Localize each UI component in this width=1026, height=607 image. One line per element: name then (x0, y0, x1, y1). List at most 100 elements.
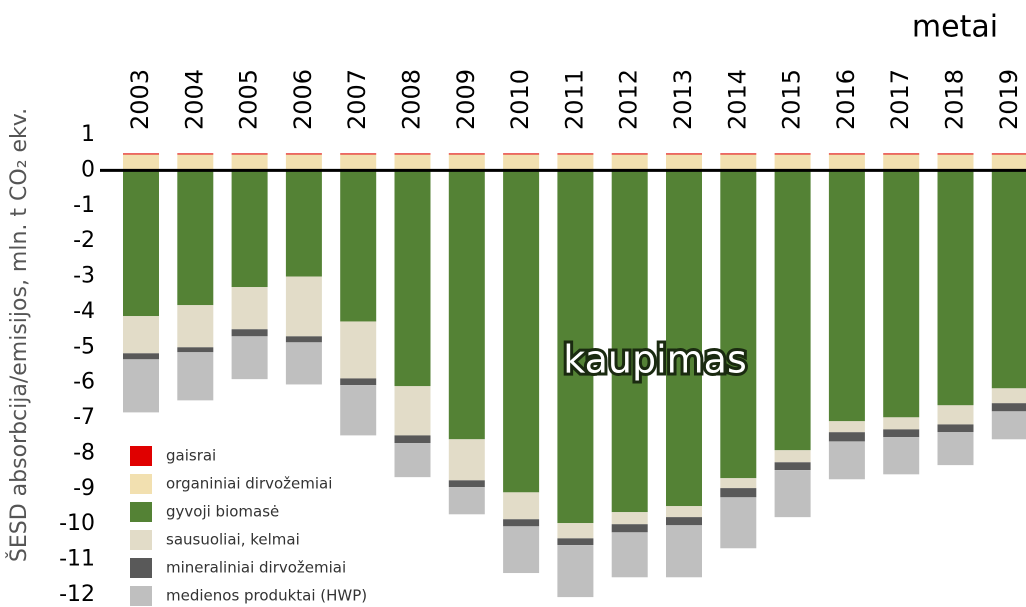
y-tick-label: -4 (73, 299, 95, 324)
bar-segment (774, 450, 811, 463)
x-tick-label: 2014 (723, 69, 751, 130)
bar-segment (666, 506, 702, 518)
bar-segment (828, 153, 865, 155)
bar-segment (720, 153, 757, 155)
y-tick-label: -9 (73, 476, 95, 501)
bar-segment (231, 287, 268, 330)
legend-swatch (130, 530, 152, 550)
y-tick-label: -1 (73, 193, 95, 218)
bar-segment (340, 154, 377, 171)
bar-segment (340, 170, 377, 322)
bar-segment (394, 170, 431, 387)
bar-segment (340, 378, 377, 386)
y-axis-title: ŠESD absorbcija/emisijos, mln. t CO₂ ekv… (6, 108, 32, 562)
legend-swatch (130, 558, 152, 578)
legend-swatch (130, 446, 152, 466)
bar-segment (883, 437, 920, 475)
bar-segment (666, 154, 702, 171)
bar-segment (231, 329, 268, 337)
bar-segment (123, 170, 159, 317)
legend-label: gyvoji biomasė (166, 503, 279, 521)
x-tick-label: 2009 (452, 69, 480, 130)
bar-segment (285, 276, 322, 337)
bar-segment (123, 359, 159, 413)
bar-segment (828, 421, 865, 433)
bar-segment (503, 492, 540, 520)
bar-segment (774, 170, 811, 451)
bar-segment (937, 405, 974, 425)
bar-segment (937, 153, 974, 155)
bar-segment (231, 336, 268, 380)
chart-title: metai (912, 10, 998, 45)
bar-segment (883, 429, 920, 438)
annotation: kaupimas (563, 338, 747, 382)
bar-segment (828, 441, 865, 480)
bar-segment (611, 532, 648, 578)
bar-segment (503, 153, 540, 155)
bar-segment (774, 470, 811, 518)
bar-segment (394, 386, 431, 436)
bar-segment (557, 153, 594, 155)
bar-segment (340, 153, 377, 155)
bar-segment (231, 153, 268, 155)
bar-segment (720, 170, 757, 479)
legend-swatch (130, 502, 152, 522)
y-tick-label: -8 (73, 440, 95, 465)
bar-segment (720, 478, 757, 489)
bar-segment (123, 153, 159, 155)
y-tick-label: -6 (73, 370, 95, 395)
bar-segment (503, 519, 540, 527)
x-tick-label: 2008 (398, 69, 426, 130)
bar-segment (937, 154, 974, 171)
bar-segment (340, 321, 377, 379)
x-tick-label: 2007 (343, 69, 371, 130)
bar-segment (991, 154, 1026, 171)
x-tick-label: 2005 (235, 69, 263, 130)
bar-segment (448, 480, 485, 488)
bar-segment (177, 352, 214, 401)
bar-segment (937, 424, 974, 433)
bar-segment (177, 154, 214, 171)
bar-segment (503, 170, 540, 493)
bar-segment (991, 170, 1026, 389)
bar-segment (991, 388, 1026, 404)
bar-segment (123, 316, 159, 354)
y-tick-label: -7 (73, 405, 95, 430)
bar-segment (991, 153, 1026, 155)
bar-segment (557, 170, 594, 524)
bar-segment (666, 525, 702, 578)
bar-segment (285, 170, 322, 277)
bars (123, 153, 1026, 598)
bar-segment (231, 154, 268, 171)
bar-segment (720, 497, 757, 549)
bar-segment (448, 154, 485, 171)
x-tick-label: 2019 (995, 69, 1023, 130)
x-tick-label: 2013 (669, 69, 697, 130)
bar-segment (666, 170, 702, 507)
x-tick-label: 2018 (941, 69, 969, 130)
bar-segment (666, 153, 702, 155)
bar-segment (177, 170, 214, 306)
bar-segment (557, 154, 594, 171)
x-tick-label: 2012 (615, 69, 643, 130)
legend-swatch (130, 586, 152, 606)
bar-segment (720, 154, 757, 171)
bar-segment (774, 154, 811, 171)
bar-segment (720, 488, 757, 498)
legend-label: gaisrai (166, 447, 216, 465)
bar-segment (340, 385, 377, 436)
y-tick-label: -2 (73, 228, 95, 253)
x-tick-label: 2015 (778, 69, 806, 130)
bar-segment (991, 411, 1026, 440)
bar-segment (123, 353, 159, 360)
bar-segment (828, 432, 865, 442)
bar-segment (774, 462, 811, 471)
bar-segment (557, 538, 594, 546)
bar-segment (394, 435, 431, 444)
bar-segment (285, 153, 322, 155)
bar-segment (991, 403, 1026, 412)
y-tick-label: 0 (81, 157, 95, 182)
bar-segment (448, 170, 485, 440)
bar-segment (883, 154, 920, 171)
